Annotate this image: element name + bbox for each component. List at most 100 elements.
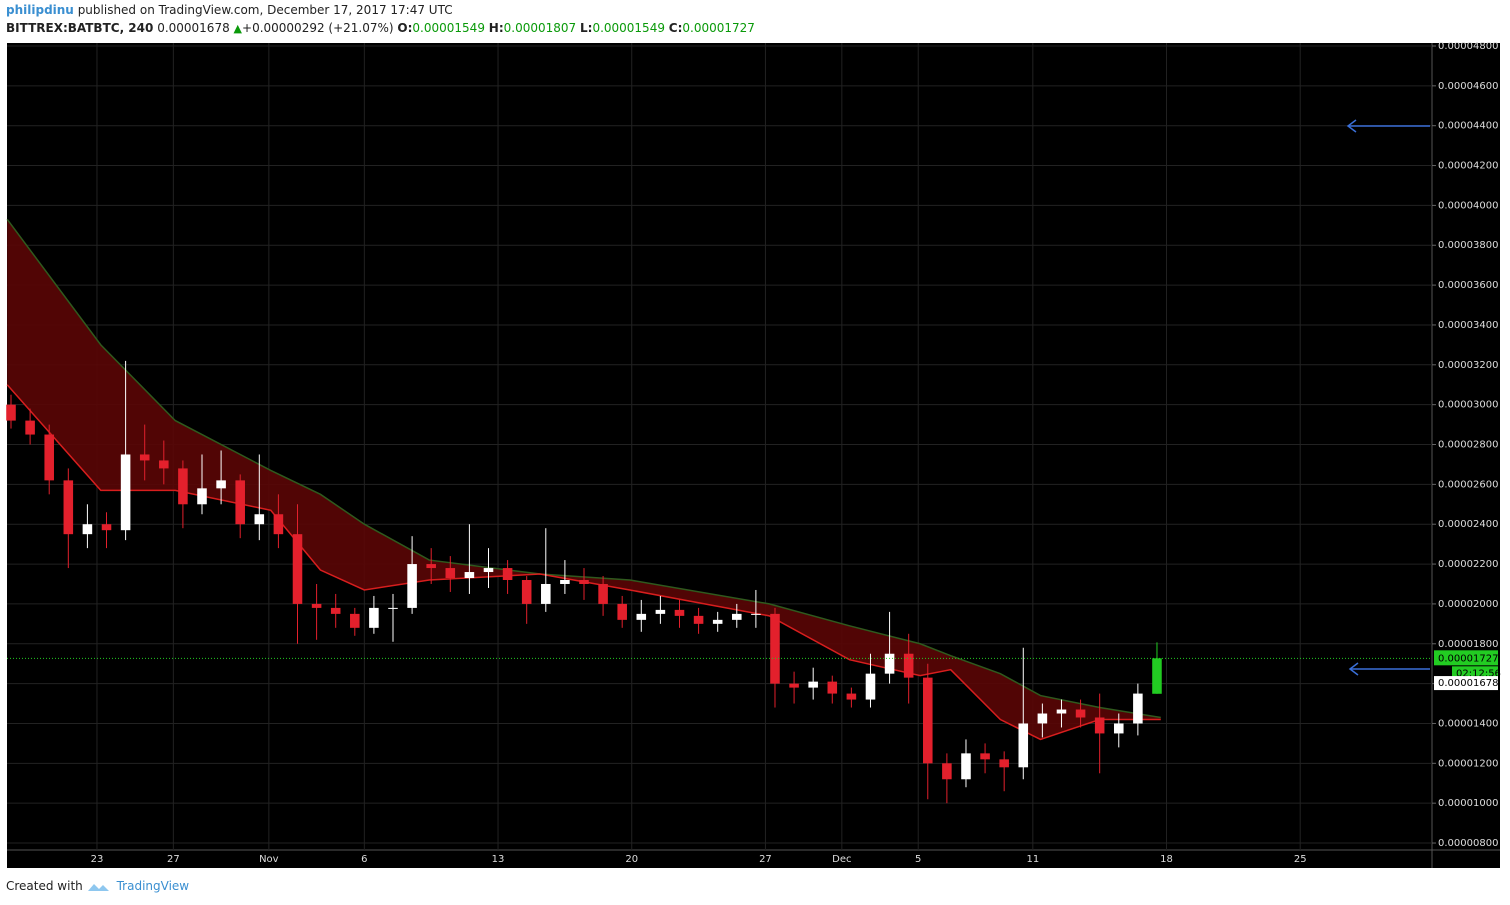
chart-background bbox=[7, 43, 1500, 868]
x-tick-label: 13 bbox=[492, 854, 505, 865]
y-tick-label: 0.00003600 bbox=[1438, 280, 1498, 291]
up-arrow: ▲ bbox=[233, 22, 243, 35]
body bbox=[693, 615, 704, 624]
chart: 0.00000800 0.00001000 0.00001200 0.00001400… bbox=[6, 41, 1501, 868]
y-tick-label: 0.00001200 bbox=[1438, 758, 1498, 769]
body bbox=[560, 580, 570, 584]
body bbox=[827, 681, 838, 694]
h-label: H: bbox=[488, 21, 504, 35]
body bbox=[216, 480, 226, 489]
footer: Created with TradingView bbox=[6, 879, 189, 893]
x-tick-label: 6 bbox=[361, 854, 367, 865]
body bbox=[235, 480, 245, 525]
h-value: 0.00001807 bbox=[503, 21, 577, 35]
body bbox=[579, 580, 589, 584]
body bbox=[101, 524, 112, 531]
body bbox=[445, 568, 456, 579]
c-label: C: bbox=[668, 21, 683, 35]
y-tick-label: 0.00001800 bbox=[1438, 639, 1498, 650]
brand[interactable]: TradingView bbox=[116, 879, 190, 893]
body bbox=[942, 763, 952, 780]
body bbox=[63, 480, 74, 535]
last-label-box bbox=[1434, 676, 1498, 691]
published: published on TradingView.com, December 1… bbox=[77, 3, 453, 17]
candles bbox=[6, 360, 1162, 804]
body bbox=[1094, 717, 1105, 734]
body bbox=[846, 693, 857, 700]
body bbox=[1133, 693, 1143, 724]
body bbox=[732, 613, 742, 620]
user[interactable]: philipdinu bbox=[6, 3, 74, 17]
y-tick-label: 0.00002400 bbox=[1438, 519, 1498, 530]
x-tick-label: 20 bbox=[625, 854, 638, 865]
y-tick-label: 0.00004600 bbox=[1438, 81, 1498, 92]
body bbox=[617, 603, 627, 620]
body bbox=[139, 454, 150, 461]
y-tick-label: 0.00000800 bbox=[1438, 838, 1498, 849]
body bbox=[159, 460, 169, 469]
body bbox=[541, 583, 551, 604]
body bbox=[903, 653, 914, 678]
y-tick-label: 0.00002800 bbox=[1438, 440, 1498, 451]
logo bbox=[87, 883, 109, 891]
body bbox=[999, 759, 1009, 768]
body bbox=[865, 673, 876, 700]
body bbox=[120, 454, 131, 531]
x-tick-label: Dec bbox=[832, 854, 851, 865]
ma-line bbox=[6, 218, 1161, 719]
y-tick-label: 0.00003800 bbox=[1438, 240, 1498, 251]
header-line-2: BITTREX:BATBTC, 240 0.00001678 ▲+0.00000… bbox=[6, 21, 755, 35]
body bbox=[1152, 658, 1162, 694]
y-tick-label: 0.00003000 bbox=[1438, 400, 1498, 411]
x-tick-label: 23 bbox=[91, 854, 104, 865]
body bbox=[1018, 723, 1029, 768]
arrow-head bbox=[1346, 119, 1357, 133]
body bbox=[178, 468, 188, 505]
body bbox=[1075, 709, 1086, 718]
change: +0.00000292 (+21.07%) bbox=[242, 21, 394, 35]
body bbox=[25, 420, 35, 435]
body bbox=[980, 753, 990, 760]
y-tick-label: 0.00003400 bbox=[1438, 320, 1498, 331]
x-tick-label: 25 bbox=[1294, 854, 1307, 865]
body bbox=[655, 609, 666, 614]
body bbox=[923, 677, 933, 764]
body bbox=[426, 564, 436, 569]
grid bbox=[7, 43, 1432, 850]
y-tick-label: 0.00004800 bbox=[1438, 41, 1498, 52]
body bbox=[82, 524, 93, 535]
o-label: O: bbox=[397, 21, 413, 35]
body bbox=[44, 434, 54, 481]
annotations bbox=[1346, 119, 1430, 676]
l-value: 0.00001549 bbox=[592, 21, 665, 35]
y-tick-label: 0.00001400 bbox=[1438, 718, 1498, 729]
c-value: 0.00001727 bbox=[682, 21, 755, 35]
x-tick-label: 5 bbox=[915, 854, 921, 865]
body bbox=[464, 572, 475, 579]
y-tick-label: 0.00004200 bbox=[1438, 161, 1498, 172]
body bbox=[197, 488, 207, 505]
symbol: BITTREX:BATBTC, 240 bbox=[6, 21, 154, 35]
y-tick-label: 0.00003200 bbox=[1438, 360, 1498, 371]
x-tick-label: 18 bbox=[1160, 854, 1173, 865]
axis-labels: 0.00000800 0.00001000 0.00001200 0.00001400… bbox=[7, 41, 1501, 865]
x-tick-label: 27 bbox=[759, 854, 772, 865]
body bbox=[6, 404, 16, 421]
body bbox=[254, 514, 265, 525]
body bbox=[961, 753, 971, 780]
l-label: L: bbox=[579, 21, 593, 35]
last-label: 0.00001678 bbox=[1438, 678, 1498, 689]
countdown: 02:12:56 bbox=[1456, 668, 1501, 679]
body bbox=[636, 613, 647, 620]
body bbox=[407, 564, 417, 608]
body bbox=[1056, 709, 1067, 714]
body bbox=[521, 580, 532, 604]
body bbox=[311, 603, 322, 608]
body bbox=[330, 607, 341, 614]
body bbox=[1113, 723, 1124, 734]
body bbox=[789, 683, 799, 688]
body bbox=[502, 568, 513, 581]
body bbox=[808, 681, 818, 688]
arrow-head bbox=[1348, 662, 1359, 676]
